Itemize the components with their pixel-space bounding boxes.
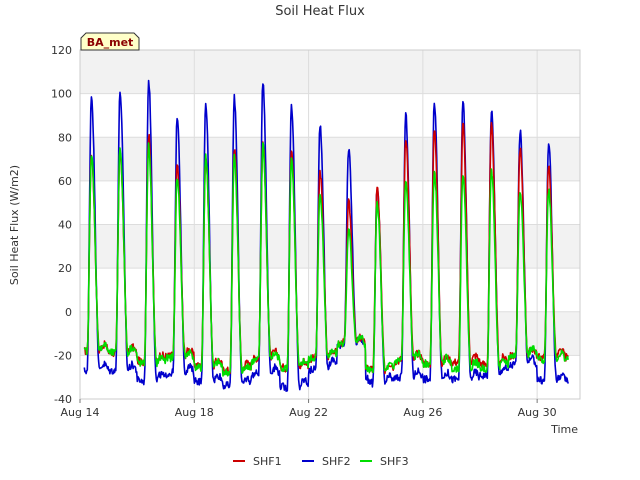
plot-band: [80, 50, 580, 94]
legend-label: SHF2: [322, 455, 351, 468]
series-line-shf3: [83, 142, 569, 377]
y-tick-label: 40: [58, 219, 72, 232]
y-tick-label: 100: [51, 88, 72, 101]
site-badge: BA_met: [80, 32, 140, 51]
y-tick-label: 20: [58, 262, 72, 275]
y-tick-label: -20: [54, 349, 72, 362]
x-tick-label: Aug 22: [289, 406, 328, 419]
legend-label: SHF1: [253, 455, 282, 468]
legend: SHF1 SHF2 SHF3: [233, 455, 409, 468]
plot-band: [80, 224, 580, 269]
plot-border: [79, 49, 581, 400]
y-tick-label: 60: [58, 175, 72, 188]
legend-item-shf2[interactable]: SHF2: [302, 455, 351, 468]
site-badge-label: BA_met: [87, 36, 134, 49]
legend-label: SHF3: [380, 455, 409, 468]
chart-title: Soil Heat Flux: [275, 4, 365, 19]
y-tick-label: 120: [51, 44, 72, 57]
y-tick-label: 80: [58, 131, 72, 144]
x-axis-title: Time: [550, 423, 578, 436]
y-axis-ticks: -40 -20 0 20 40 60 80 100 120: [51, 44, 72, 406]
legend-item-shf3[interactable]: SHF3: [360, 455, 409, 468]
legend-item-shf1[interactable]: SHF1: [233, 455, 282, 468]
y-tick-label: 0: [65, 306, 72, 319]
plot-band: [80, 137, 580, 181]
y-axis-title: Soil Heat Flux (W/m2): [8, 165, 21, 285]
x-tick-label: Aug 30: [518, 406, 557, 419]
series-layer: [83, 79, 569, 392]
x-tick-label: Aug 18: [175, 406, 214, 419]
y-tick-label: -40: [54, 393, 72, 406]
site-badge-box: [80, 32, 140, 51]
x-axis-ticks: Aug 14 Aug 18 Aug 22 Aug 26 Aug 30: [61, 399, 557, 419]
x-tick-label: Aug 26: [403, 406, 442, 419]
x-tick-label: Aug 14: [61, 406, 100, 419]
